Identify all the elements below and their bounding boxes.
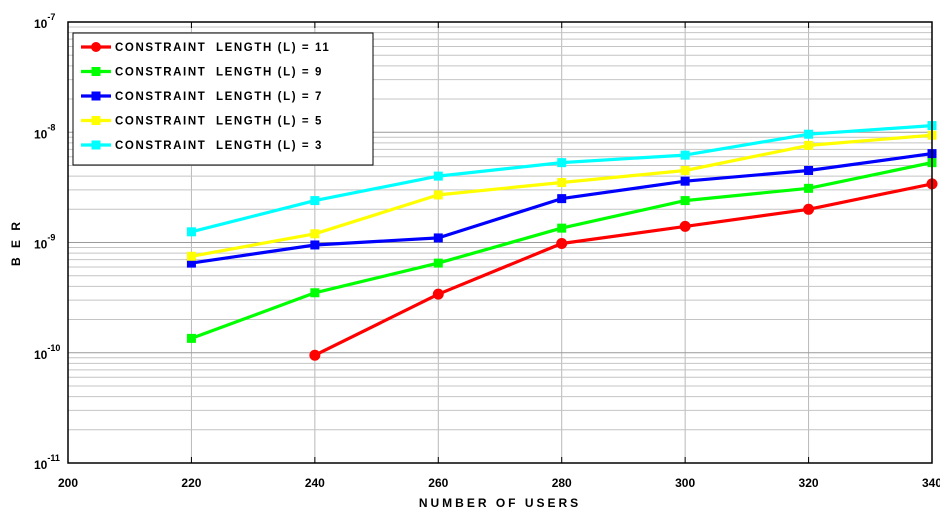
data-point (433, 171, 443, 181)
data-point (433, 258, 443, 268)
y-tick-labels: 10-7 10-8 10-9 10-10 10-11 (34, 12, 60, 472)
data-point (804, 165, 814, 175)
x-tick-label: 300 (675, 476, 695, 490)
legend-marker (91, 140, 101, 150)
data-point (556, 237, 568, 249)
legend-marker (91, 91, 101, 101)
legend-item: CONSTRAINT LENGTH (L) = 3 (81, 140, 323, 152)
legend-marker (91, 116, 101, 125)
data-point (186, 227, 196, 237)
legend-label: CONSTRAINT LENGTH (L) = 7 (115, 91, 323, 103)
data-point (186, 333, 196, 343)
legend-item: CONSTRAINT LENGTH (L) = 7 (81, 91, 323, 103)
data-point (186, 258, 196, 268)
series-4 (186, 130, 937, 261)
y-tick-label: 10-11 (34, 453, 60, 472)
series-line (314, 182, 933, 357)
legend: CONSTRAINT LENGTH (L) = 11 CONSTRAINT LEN… (72, 32, 374, 166)
y-axis-title: B E R (9, 219, 23, 266)
data-point (433, 190, 443, 200)
data-point (680, 150, 690, 160)
legend-item: CONSTRAINT LENGTH (L) = 9 (81, 67, 323, 79)
data-point (804, 140, 814, 150)
legend-marker (91, 42, 101, 52)
data-point (803, 203, 815, 215)
legend-marker (91, 67, 101, 76)
data-point (680, 165, 690, 175)
y-tick-label: 10-7 (34, 12, 55, 31)
legend-label: CONSTRAINT LENGTH (L) = 5 (115, 116, 323, 128)
data-point (309, 349, 321, 361)
legend-label: CONSTRAINT LENGTH (L) = 3 (115, 140, 323, 152)
data-point (557, 158, 567, 168)
data-point (557, 194, 567, 204)
series-1 (309, 178, 938, 361)
x-tick-label: 220 (181, 476, 201, 490)
series-layer (186, 121, 938, 361)
data-point (433, 233, 443, 243)
x-tick-label: 260 (428, 476, 448, 490)
data-point (310, 196, 320, 206)
y-tick-label: 10-9 (34, 233, 55, 252)
data-point (310, 229, 320, 239)
data-point (310, 240, 320, 250)
legend-box (72, 32, 374, 166)
x-tick-label: 320 (799, 476, 819, 490)
data-point (680, 176, 690, 186)
x-tick-label: 280 (552, 476, 572, 490)
legend-label: CONSTRAINT LENGTH (L) = 9 (115, 67, 323, 79)
data-point (804, 183, 814, 193)
data-point (557, 178, 567, 188)
x-tick-label: 240 (305, 476, 325, 490)
data-point (680, 196, 690, 206)
data-point (310, 288, 320, 298)
y-tick-label: 10-10 (34, 343, 60, 362)
axes-border (67, 21, 933, 464)
data-point (804, 129, 814, 139)
legend-item: CONSTRAINT LENGTH (L) = 11 (81, 42, 330, 54)
x-tick-label: 340 (922, 476, 940, 490)
y-tick-label: 10-8 (34, 122, 55, 141)
data-point (557, 223, 567, 233)
legend-label: CONSTRAINT LENGTH (L) = 11 (115, 42, 330, 54)
x-tick-labels: 200 220 240 260 280 300 320 340 (58, 476, 940, 490)
legend-item: CONSTRAINT LENGTH (L) = 5 (81, 116, 323, 128)
data-point (432, 288, 444, 300)
data-point (186, 251, 196, 261)
data-point (679, 220, 691, 232)
x-axis-title: NUMBER OF USERS (419, 496, 581, 510)
x-tick-label: 200 (58, 476, 78, 490)
axes-frame (67, 21, 933, 464)
